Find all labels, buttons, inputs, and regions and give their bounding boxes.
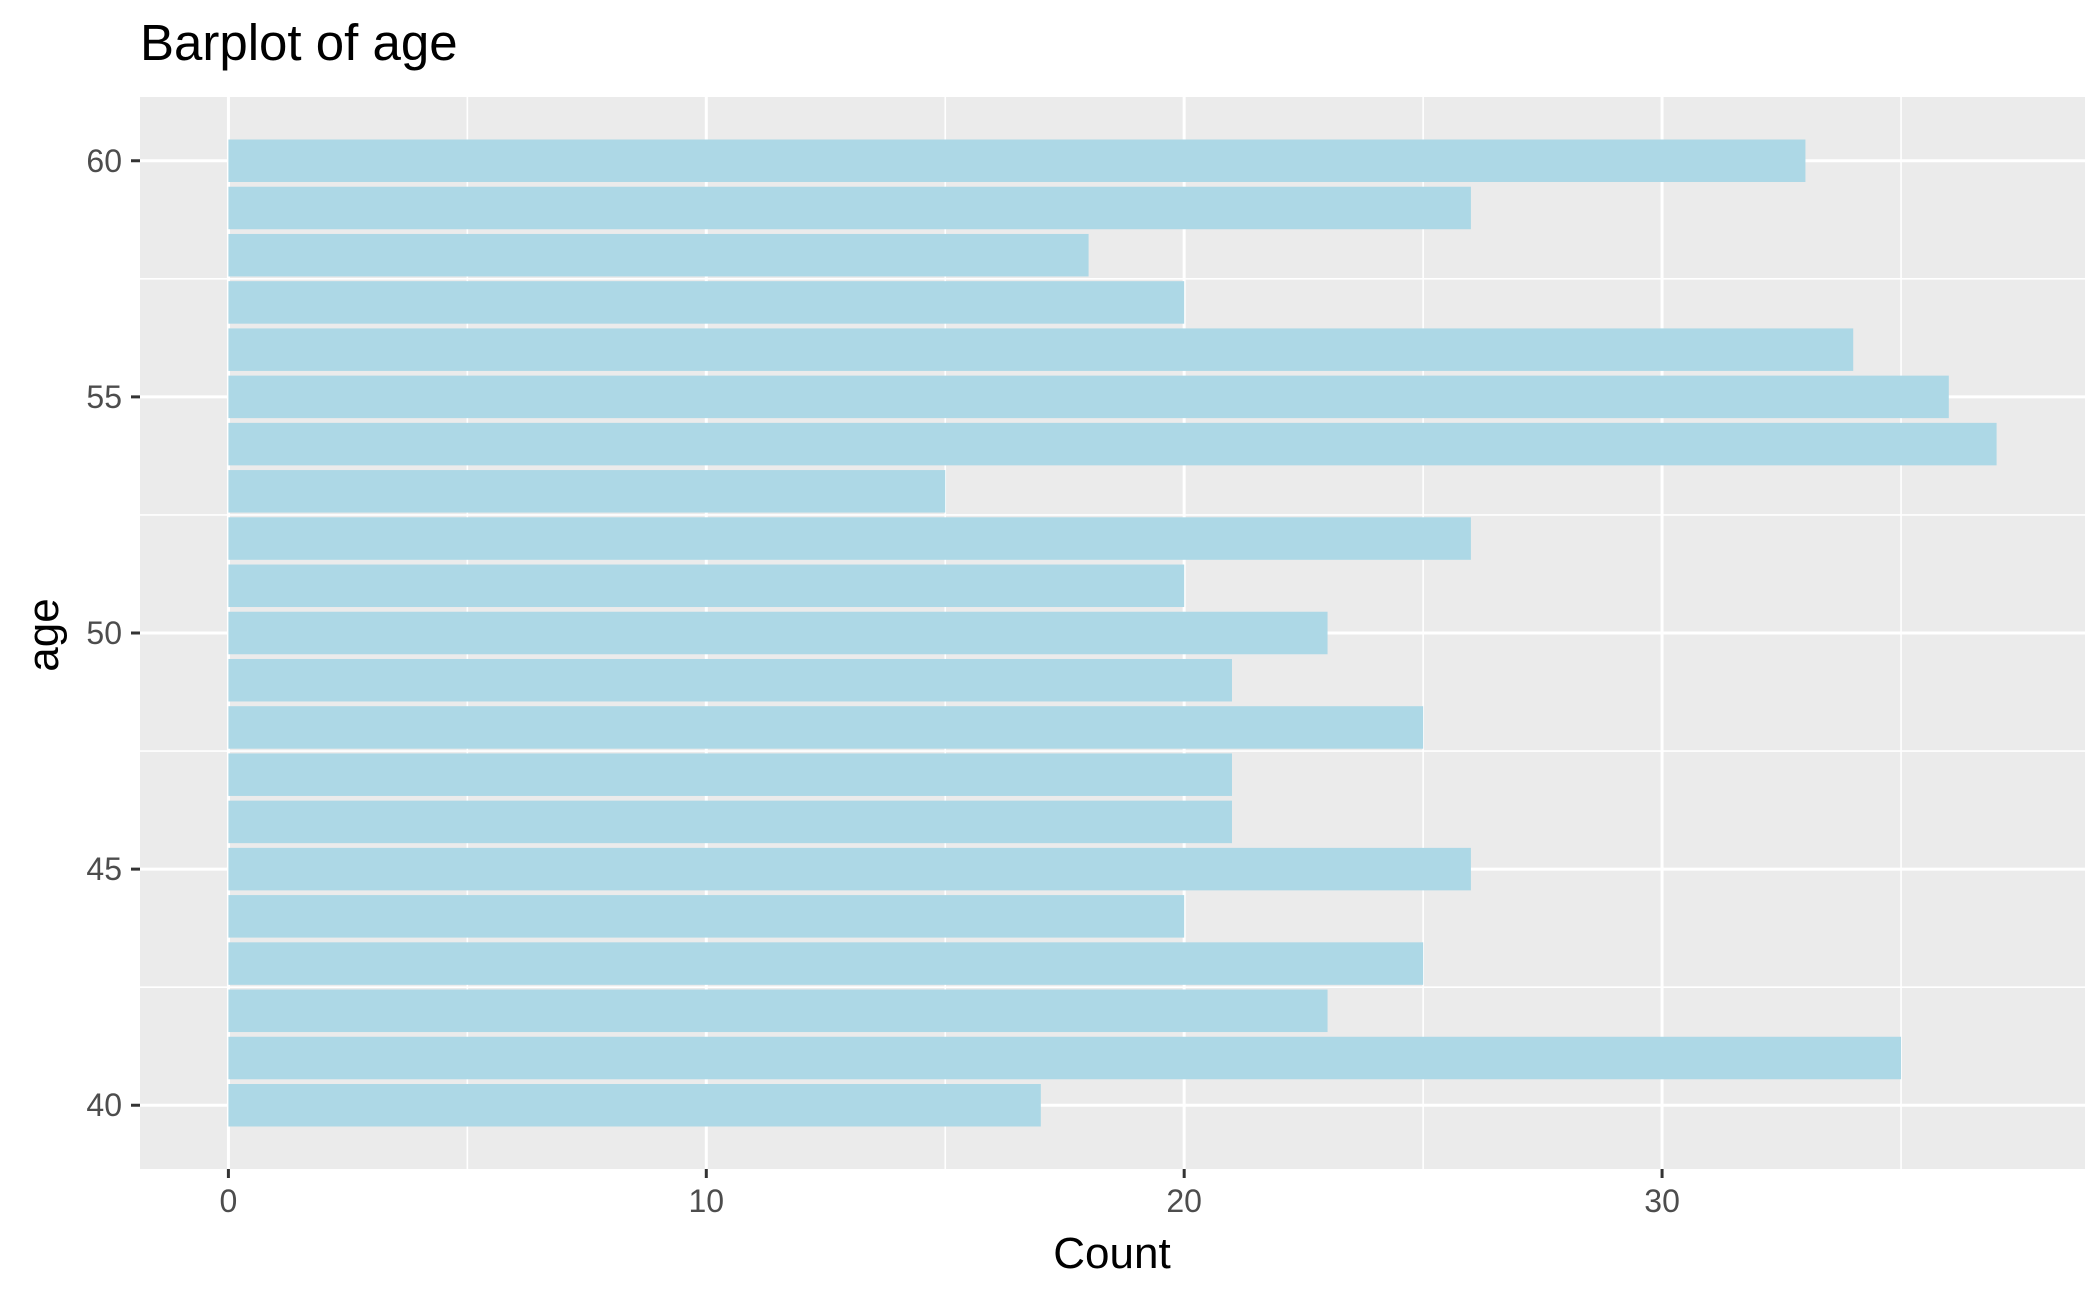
chart-title: Barplot of age: [140, 14, 458, 71]
x-tick-label: 10: [688, 1183, 724, 1219]
bar-age-41: [228, 1036, 1902, 1080]
bar-age-49: [228, 658, 1232, 702]
bar-age-57: [228, 281, 1185, 324]
x-tick-label: 30: [1644, 1183, 1680, 1219]
bar-age-43: [228, 942, 1424, 985]
bar-age-44: [228, 895, 1185, 938]
y-axis-title: age: [19, 598, 68, 671]
bar-age-60: [228, 139, 1806, 183]
bar-age-48: [228, 706, 1424, 749]
bar-age-40: [228, 1083, 1041, 1127]
bar-age-51: [228, 564, 1185, 608]
y-tick-label: 60: [86, 143, 122, 179]
bar-age-52: [228, 517, 1471, 560]
x-axis-title: Count: [1053, 1229, 1170, 1278]
y-tick-label: 50: [86, 615, 122, 651]
bar-age-50: [228, 611, 1328, 655]
bars: [228, 139, 1997, 1127]
y-tick-label: 45: [86, 851, 122, 887]
bar-age-45: [228, 847, 1471, 891]
bar-age-54: [228, 422, 1997, 466]
bar-age-46: [228, 800, 1232, 844]
bar-age-42: [228, 989, 1328, 1033]
x-axis: 0 10 20 30: [220, 1169, 1680, 1219]
bar-age-56: [228, 328, 1854, 371]
bar-age-55: [228, 375, 1949, 419]
x-tick-label: 20: [1166, 1183, 1202, 1219]
y-axis: 40 45 50 55 60: [86, 143, 140, 1123]
bar-age-59: [228, 186, 1471, 230]
y-tick-label: 40: [86, 1087, 122, 1123]
y-tick-label: 55: [86, 379, 122, 415]
x-tick-label: 0: [220, 1183, 238, 1219]
bar-age-53: [228, 470, 946, 513]
bar-age-47: [228, 753, 1232, 796]
bar-age-58: [228, 233, 1089, 277]
